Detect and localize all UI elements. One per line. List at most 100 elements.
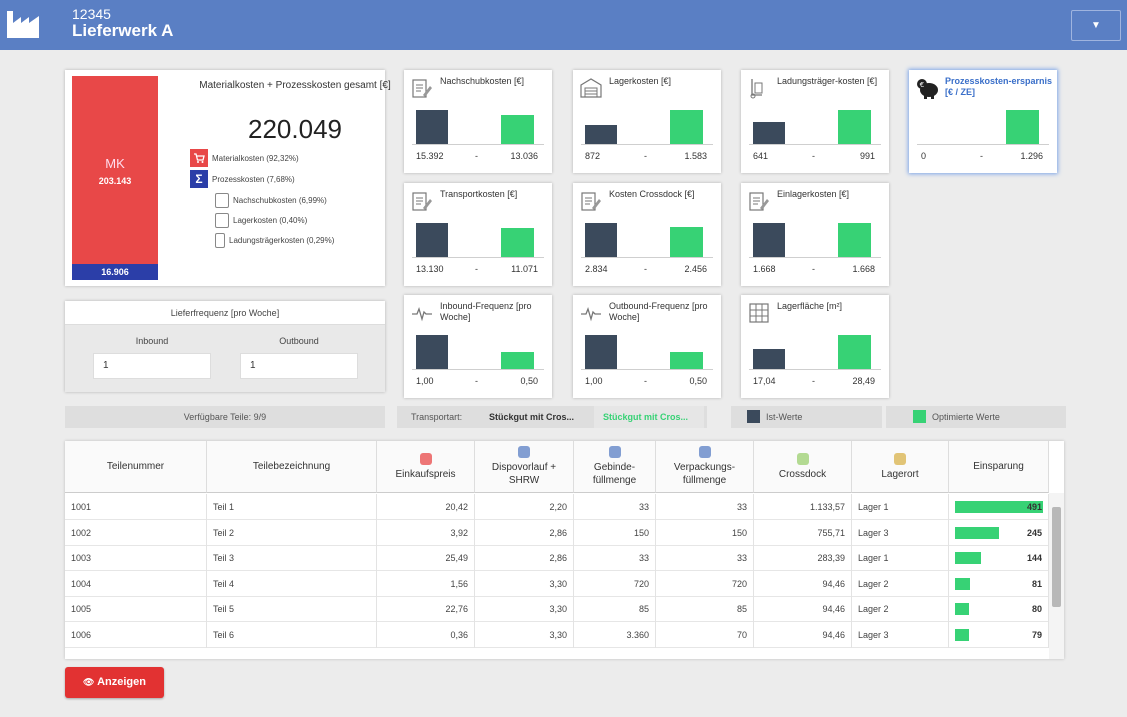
table-scrollbar[interactable] (1049, 493, 1064, 659)
cell-dispo: 2,86 (475, 519, 574, 546)
kpi-card[interactable]: Inbound-Frequenz [pro Woche] 1,00 - 0,50 (404, 295, 552, 398)
savings-value: 80 (1031, 604, 1042, 614)
savings-value: 491 (1026, 502, 1042, 512)
inbound-label: Inbound (135, 336, 169, 346)
kpi-card[interactable]: Outbound-Frequenz [pro Woche] 1,00 - 0,50 (573, 295, 721, 398)
legend-ist-box (731, 406, 886, 428)
ist-bar (753, 122, 785, 144)
frequency-title: Lieferfrequenz [pro Woche] (65, 301, 385, 325)
piggy-bank-icon: € (916, 77, 938, 99)
column-header[interactable]: Gebinde-füllmenge (574, 441, 656, 493)
transport-type-ist[interactable]: Stückgut mit Cros... (489, 412, 575, 422)
cell-verp: 85 (656, 596, 754, 622)
value-separator: - (475, 264, 478, 274)
column-header-label: Verpackungs-füllmenge (673, 462, 736, 486)
cell-name: Teil 1 (207, 494, 377, 520)
column-header[interactable]: Einkaufspreis (377, 441, 475, 493)
material-cost-bar (72, 76, 158, 280)
card-baseline (412, 369, 544, 370)
savings-value: 144 (1026, 553, 1042, 563)
cell-cross: 94,46 (754, 621, 852, 648)
kpi-card[interactable]: Ladungsträger-kosten [€] 641 - 991 (741, 70, 889, 173)
cell-lager: Lager 1 (852, 545, 949, 571)
cell-nr: 1003 (65, 545, 207, 571)
process-cost-bar: 16.906 (72, 264, 158, 280)
column-header[interactable]: Teilenummer (65, 441, 207, 493)
opt-value: 28,49 (852, 376, 875, 386)
cell-preis: 3,92 (377, 519, 475, 546)
form-edit-icon (411, 77, 433, 99)
category-icon (796, 452, 809, 465)
savings-cell: 491 (949, 494, 1049, 520)
table-row[interactable]: 1006 Teil 6 0,36 3,30 3.360 70 94,46 Lager 3 79 (65, 621, 1049, 648)
savings-cell: 80 (949, 596, 1049, 622)
card-title: Lagerfläche [m²] (777, 301, 843, 311)
sigma-icon: Σ (190, 170, 208, 188)
column-header[interactable]: Einsparung (949, 441, 1049, 493)
savings-bar (955, 526, 999, 539)
cell-lager: Lager 3 (852, 621, 949, 648)
cell-lager: Lager 3 (852, 519, 949, 546)
opt-bar (501, 352, 534, 369)
cell-dispo: 3,30 (475, 596, 574, 622)
cell-nr: 1005 (65, 596, 207, 622)
opt-value: 0,50 (689, 376, 707, 386)
legend-ladung-label: Ladungsträgerkosten (0,29%) (229, 236, 335, 245)
outbound-input[interactable]: 1 (240, 353, 358, 379)
kpi-card[interactable]: Nachschubkosten [€] 15.392 - 13.036 (404, 70, 552, 173)
table-row[interactable]: 1004 Teil 4 1,56 3,30 720 720 94,46 Lager 2 81 (65, 570, 1049, 597)
plant-number: 12345 (72, 6, 111, 22)
cell-gebinde: 85 (574, 596, 656, 622)
kpi-card[interactable]: € Prozesskosten-ersparnis [€ / ZE] 0 - 1.296 (909, 70, 1057, 173)
column-header-label: Teilebezeichnung (252, 461, 331, 472)
column-header[interactable]: Crossdock (754, 441, 852, 493)
value-separator: - (812, 151, 815, 161)
kpi-card[interactable]: Kosten Crossdock [€] 2.834 - 2.456 (573, 183, 721, 286)
kpi-card[interactable]: Einlagerkosten [€] 1.668 - 1.668 (741, 183, 889, 286)
chevron-down-icon: ▼ (1091, 20, 1101, 31)
cell-cross: 283,39 (754, 545, 852, 571)
column-header[interactable]: Verpackungs-füllmenge (656, 441, 754, 493)
scrollbar-thumb[interactable] (1052, 507, 1061, 607)
parts-table: Teilenummer Teilebezeichnung Einkaufspreis… (65, 441, 1064, 659)
table-row[interactable]: 1003 Teil 3 25,49 2,86 33 33 283,39 Lager 1 144 (65, 545, 1049, 571)
cell-name: Teil 2 (207, 519, 377, 546)
kpi-card[interactable]: Lagerkosten [€] 872 - 1.583 (573, 70, 721, 173)
column-header[interactable]: Lagerort (852, 441, 949, 493)
kpi-card[interactable]: Lagerfläche [m²] 17,04 - 28,49 (741, 295, 889, 398)
legend-process-label: Prozesskosten (7,68%) (212, 174, 295, 184)
table-row[interactable]: 1002 Teil 2 3,92 2,86 150 150 755,71 Lager 3 245 (65, 519, 1049, 546)
kpi-card[interactable]: Transportkosten [€] 13.130 - 11.071 (404, 183, 552, 286)
show-button[interactable]: 👁 Anzeigen (65, 667, 164, 698)
legend-lager-label: Lagerkosten (0,40%) (233, 216, 308, 225)
cell-preis: 20,42 (377, 494, 475, 520)
cell-dispo: 2,86 (475, 545, 574, 571)
savings-bar (955, 552, 981, 564)
column-header[interactable]: Dispovorlauf + SHRW (475, 441, 574, 493)
transport-type-opt[interactable]: Stückgut mit Cros... (594, 406, 704, 428)
value-separator: - (475, 376, 478, 386)
cell-verp: 33 (656, 494, 754, 520)
column-header[interactable]: Teilebezeichnung (207, 441, 377, 493)
inbound-input[interactable]: 1 (93, 353, 211, 379)
card-baseline (412, 144, 544, 145)
cell-preis: 0,36 (377, 621, 475, 648)
table-row[interactable]: 1005 Teil 5 22,76 3,30 85 85 94,46 Lager 2 80 (65, 596, 1049, 622)
opt-bar (501, 228, 534, 257)
plant-dropdown-button[interactable]: ▼ (1071, 10, 1121, 41)
cell-dispo: 2,20 (475, 494, 574, 520)
value-separator: - (812, 376, 815, 386)
opt-value: 0,50 (520, 376, 538, 386)
ist-value: 1,00 (416, 376, 434, 386)
card-baseline (749, 257, 881, 258)
opt-value: 2.456 (684, 264, 707, 274)
cell-name: Teil 6 (207, 621, 377, 648)
mk-value: 203.143 (98, 176, 132, 186)
opt-value: 1.296 (1020, 151, 1043, 161)
cell-dispo: 3,30 (475, 621, 574, 648)
summary-total: 220.049 (248, 114, 342, 144)
card-baseline (917, 144, 1049, 145)
table-row[interactable]: 1001 Teil 1 20,42 2,20 33 33 1.133,57 Lager 1 49… (65, 494, 1049, 520)
opt-bar (1006, 110, 1039, 144)
cell-verp: 33 (656, 545, 754, 571)
